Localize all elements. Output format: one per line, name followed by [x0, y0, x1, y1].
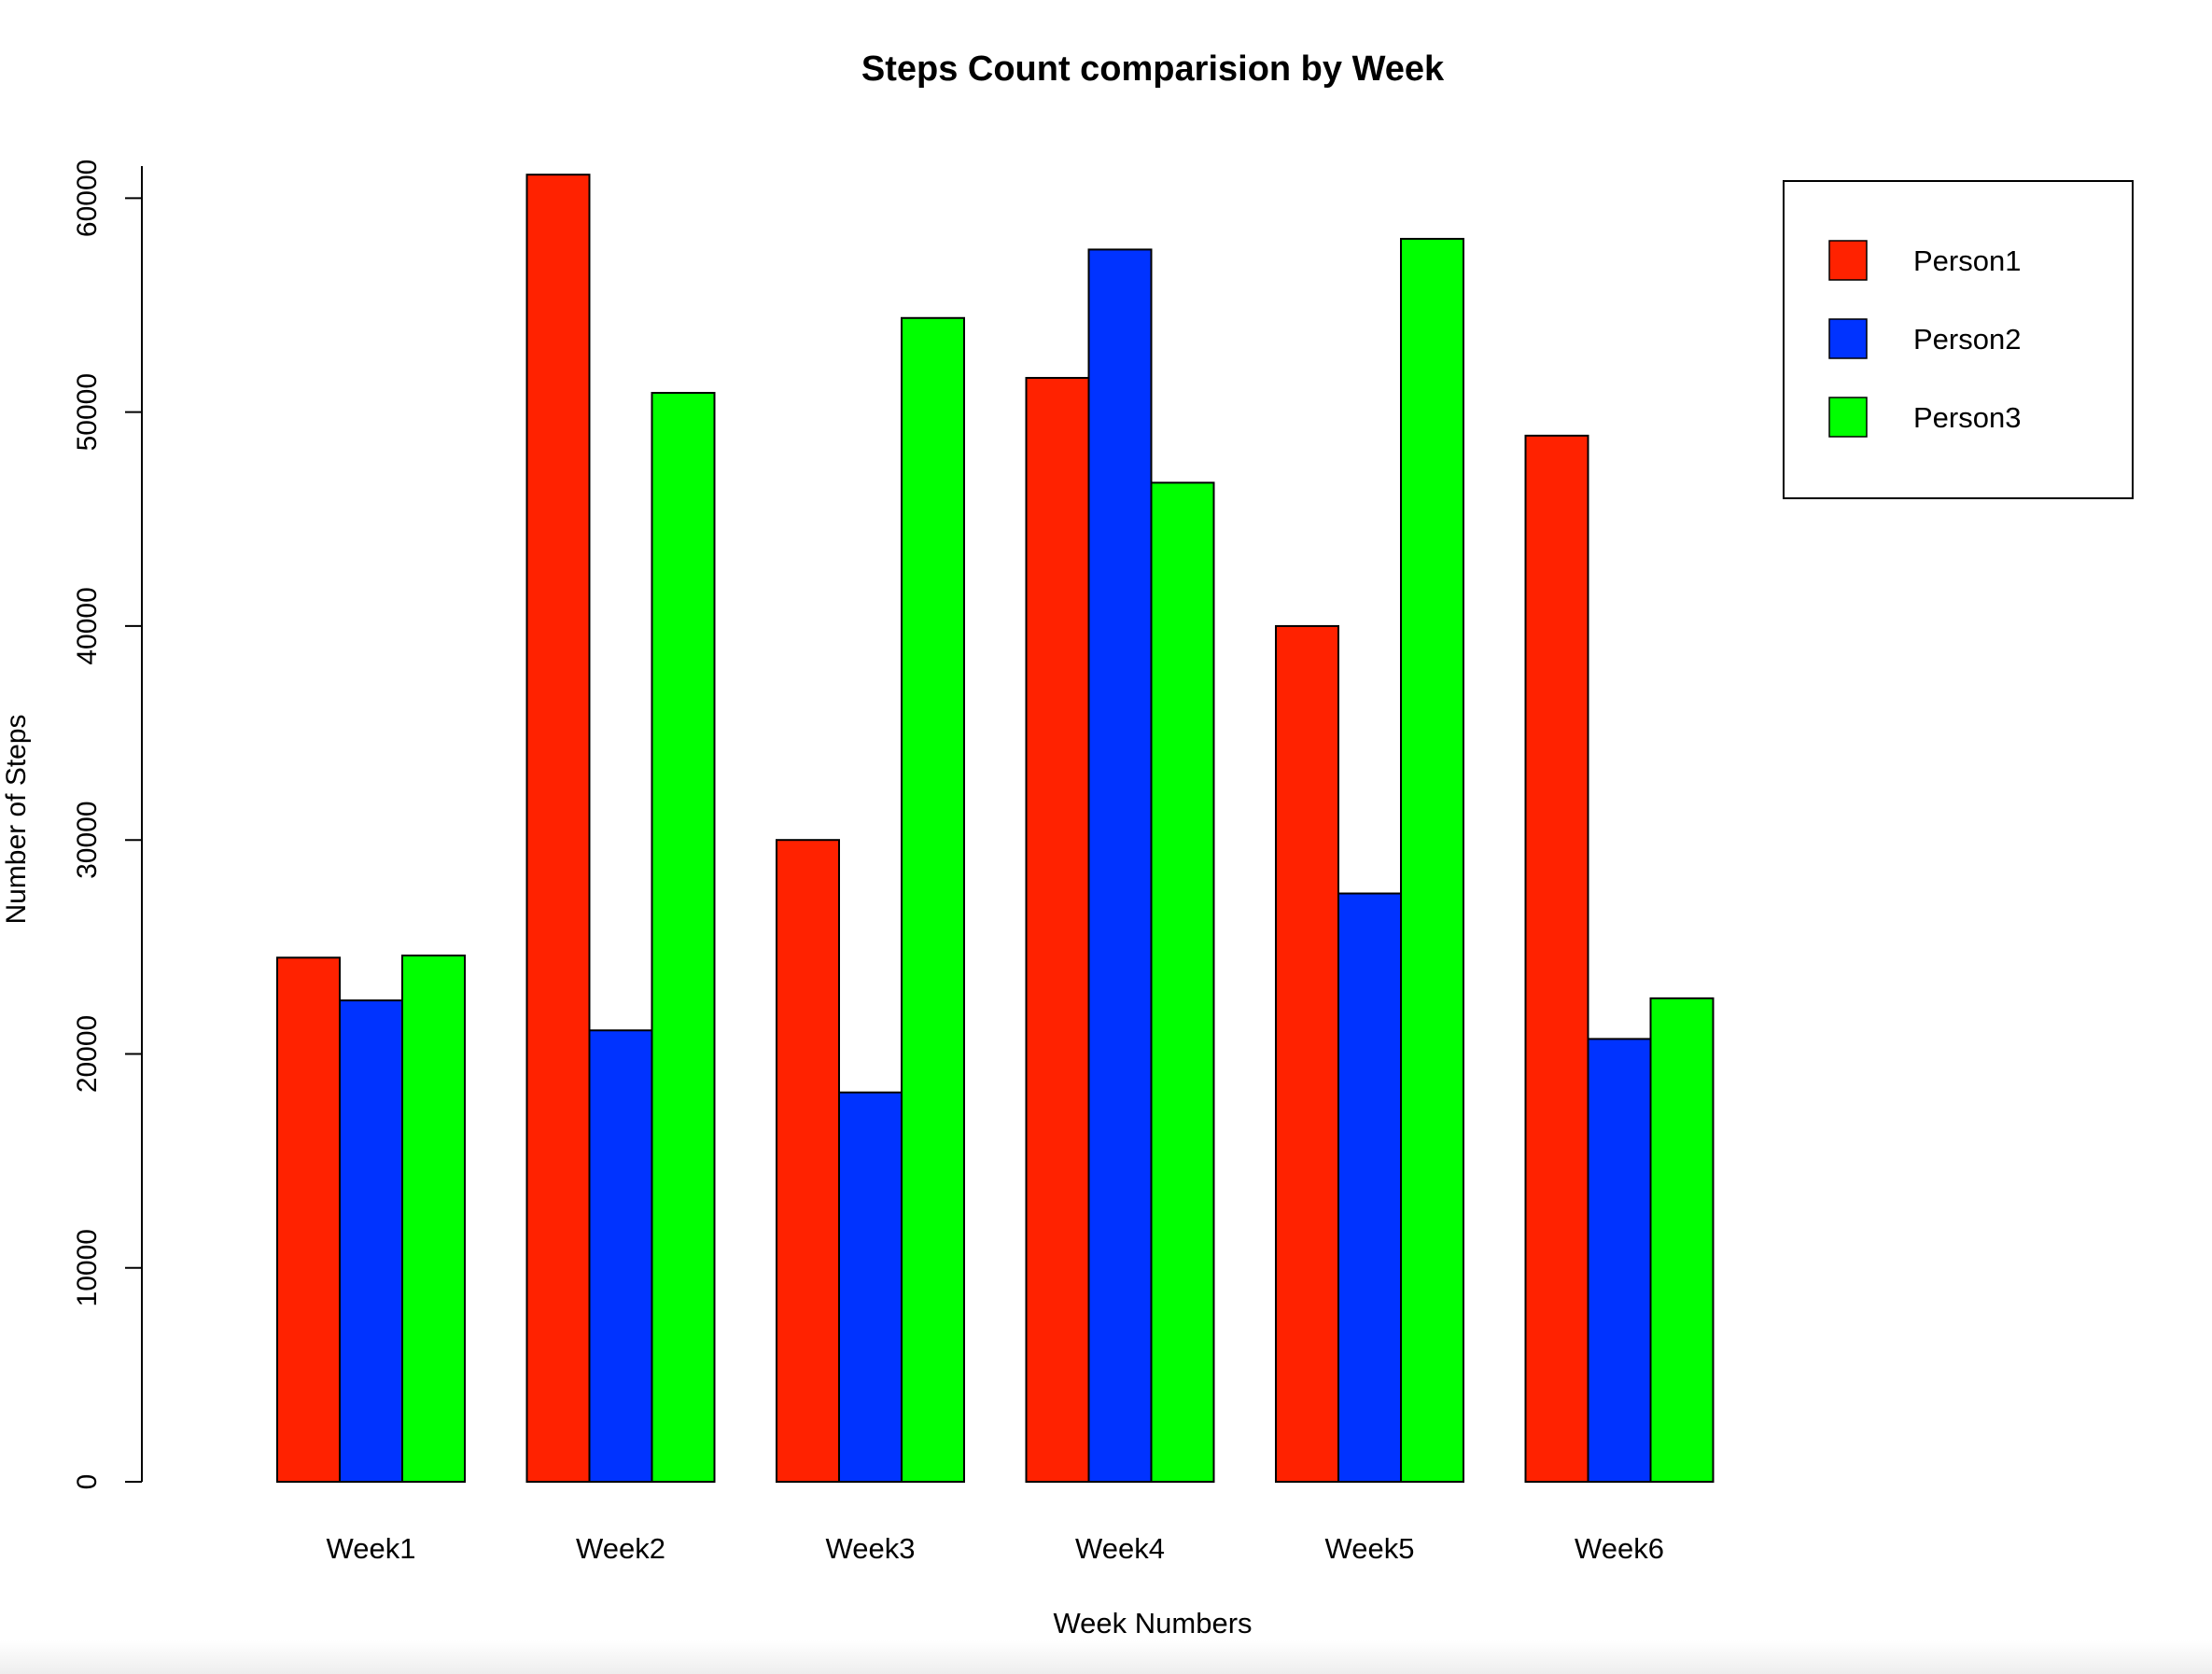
x-tick-label: Week3 [826, 1532, 916, 1565]
bar-person3-week2 [651, 392, 716, 1483]
x-tick-label: Week1 [327, 1532, 416, 1565]
bars-group [276, 174, 1715, 1484]
y-tick-label: 20000 [72, 1015, 103, 1093]
bar-person1-week6 [1524, 434, 1589, 1483]
bar-person1-week4 [1025, 376, 1090, 1484]
bar-person1-week2 [525, 174, 591, 1483]
bar-person2-week5 [1337, 892, 1402, 1483]
bar-person3-week4 [1150, 481, 1215, 1484]
x-tick-label: Week6 [1575, 1532, 1664, 1565]
y-tick-label: 50000 [72, 373, 103, 451]
y-axis: 0 10000 20000 30000 40000 50000 60000 [72, 160, 143, 1490]
bar-person3-week1 [401, 955, 466, 1483]
legend-swatch-person2 [1828, 318, 1868, 359]
y-tick-label: 60000 [72, 160, 103, 237]
y-tick-label: 40000 [72, 587, 103, 664]
bar-person2-week4 [1087, 248, 1153, 1483]
x-tick-label: Week5 [1325, 1532, 1415, 1565]
x-tick-labels: Week1 Week2 Week3 Week4 Week5 Week6 [327, 1532, 1664, 1565]
bar-person3-week5 [1400, 237, 1464, 1484]
bar-person2-week6 [1587, 1038, 1652, 1484]
y-axis-label: Number of Steps [1, 714, 32, 924]
legend-swatch-person3 [1828, 397, 1868, 438]
x-tick-label: Week2 [576, 1532, 665, 1565]
legend-label-person1: Person1 [1913, 244, 2021, 277]
bar-person2-week3 [838, 1091, 903, 1483]
bar-person3-week3 [901, 316, 965, 1483]
bottom-shade [0, 1640, 2212, 1674]
y-tick-label: 10000 [72, 1229, 103, 1306]
legend-label-person2: Person2 [1913, 323, 2021, 356]
bar-person2-week2 [588, 1029, 653, 1483]
legend-swatch-person1 [1828, 240, 1868, 281]
y-tick-label: 0 [72, 1474, 103, 1490]
chart-title: Steps Count comparision by Week [861, 49, 1445, 89]
legend: Person1 Person2 Person3 [1783, 180, 2134, 499]
y-tick-label: 30000 [72, 801, 103, 878]
bar-person1-week1 [276, 956, 341, 1484]
legend-label-person3: Person3 [1913, 401, 2021, 434]
bar-person3-week6 [1649, 997, 1715, 1483]
bar-person1-week5 [1275, 624, 1339, 1483]
bar-person1-week3 [776, 839, 840, 1483]
bar-person2-week1 [339, 999, 403, 1483]
x-axis-label: Week Numbers [1053, 1607, 1252, 1639]
x-tick-label: Week4 [1075, 1532, 1165, 1565]
